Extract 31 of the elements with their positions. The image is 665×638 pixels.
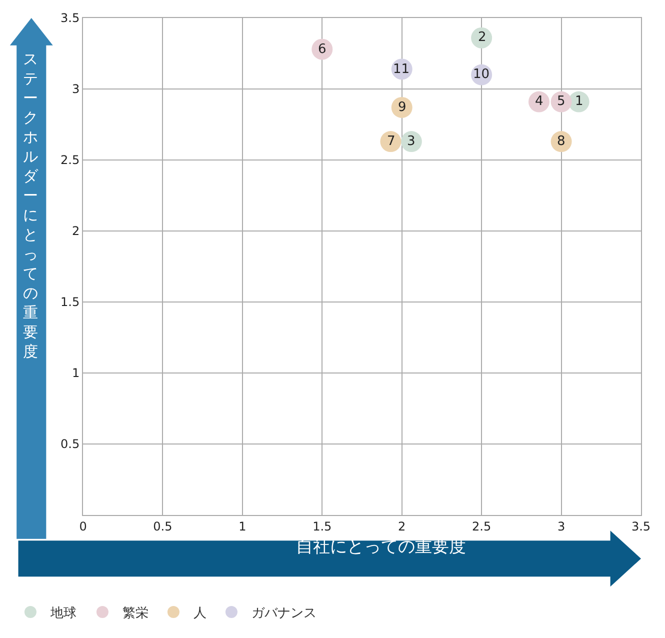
annotation: 11 bbox=[393, 62, 410, 77]
annotation: 1 bbox=[575, 94, 584, 109]
legend-label: 地球 bbox=[49, 606, 76, 622]
x-tick-label: 3 bbox=[557, 519, 566, 534]
x-tick-label: 2 bbox=[398, 519, 406, 534]
y-tick-label: 3 bbox=[72, 82, 80, 96]
annotation: 6 bbox=[318, 42, 326, 57]
legend-label: ガバナンス bbox=[251, 606, 316, 622]
y-tick-label: 2 bbox=[72, 224, 80, 238]
x-tick-label: 2.5 bbox=[472, 519, 492, 534]
annotation: 4 bbox=[535, 94, 544, 109]
y-tick-label: 1.5 bbox=[60, 295, 80, 310]
x-tick-label: 0.5 bbox=[153, 519, 172, 534]
annotation: 7 bbox=[387, 134, 396, 149]
annotation: 2 bbox=[478, 30, 486, 45]
y-tick-label: 3.5 bbox=[60, 11, 80, 26]
y-tick-label: 1 bbox=[72, 366, 80, 380]
x-tick-label: 0 bbox=[79, 519, 87, 534]
x-tick-label: 1.5 bbox=[312, 519, 332, 534]
annotation: 5 bbox=[557, 94, 566, 109]
annotation: 3 bbox=[407, 134, 416, 149]
text: ステークホルダーにとっての重要度 bbox=[23, 50, 38, 360]
y-tick-label: 0.5 bbox=[60, 437, 80, 452]
annotation: 10 bbox=[473, 67, 490, 82]
annotation: 9 bbox=[398, 100, 406, 115]
legend-label: 繁栄 bbox=[122, 606, 148, 622]
legend-label: 人 bbox=[193, 606, 206, 622]
annotation: 8 bbox=[557, 134, 566, 149]
y-tick-label: 2.5 bbox=[60, 153, 80, 168]
x-tick-label: 3.5 bbox=[631, 519, 651, 534]
x-tick-label: 1 bbox=[238, 519, 246, 534]
